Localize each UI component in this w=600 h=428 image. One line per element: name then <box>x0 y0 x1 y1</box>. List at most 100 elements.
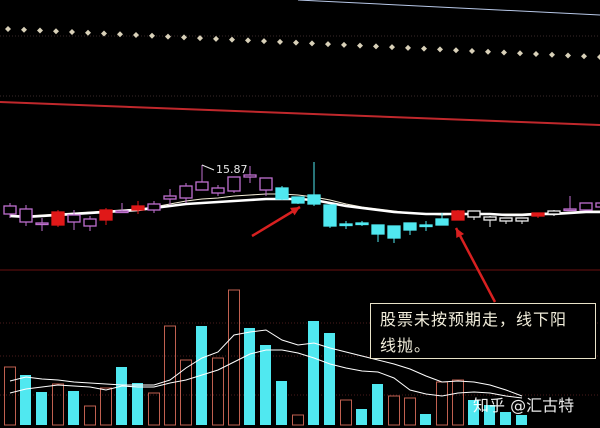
candle-body <box>387 225 401 239</box>
volume-bar <box>436 381 448 426</box>
candle-body <box>275 187 289 200</box>
red-arrow-left <box>251 205 301 238</box>
long-ma-dot <box>549 51 555 58</box>
candle-body <box>19 208 33 223</box>
volume-bar <box>500 412 511 425</box>
annotation-line-1: 股票未按预期走，线下阳 <box>380 310 568 329</box>
ma-line-short <box>9 197 600 219</box>
high-price-label: 15.87 <box>216 163 248 176</box>
candle-body <box>563 208 577 212</box>
candle-body <box>291 196 305 204</box>
volume-bar <box>372 384 383 425</box>
volume-bar <box>68 391 79 425</box>
volume-bar <box>276 381 287 425</box>
long-ma-dot <box>261 38 267 45</box>
long-ma-dot <box>85 29 91 36</box>
long-ma-dot <box>293 39 299 46</box>
candle-body <box>243 174 257 178</box>
candle-body <box>339 223 353 227</box>
long-ma-dot <box>133 32 139 39</box>
candle-body <box>579 202 593 211</box>
long-ma-dot <box>5 26 11 32</box>
long-ma-dot <box>277 38 283 45</box>
long-ma-dot <box>469 47 475 54</box>
volume-bar <box>84 405 96 426</box>
candle-body <box>531 212 545 217</box>
annotation-line-2: 线抛。 <box>380 336 432 355</box>
candle-body <box>499 217 513 222</box>
long-ma-dot <box>37 27 43 34</box>
long-ma-dot <box>421 45 427 52</box>
candle-body <box>211 187 225 194</box>
candle-body <box>483 216 497 221</box>
candle-body <box>179 185 193 199</box>
volume-bar <box>36 392 47 425</box>
volume-bar <box>132 383 143 425</box>
long-ma-dot <box>165 33 171 40</box>
volume-bar <box>20 375 31 425</box>
long-ma-dot <box>53 28 59 35</box>
candle-body <box>355 222 369 226</box>
long-ma-dot <box>213 35 219 42</box>
watermark: 知乎 @汇古特 <box>473 396 575 415</box>
volume-bar <box>100 387 112 426</box>
long-ma-dot <box>197 35 203 42</box>
candle-body <box>3 205 17 215</box>
long-ma-dot <box>485 48 491 55</box>
volume-bar <box>164 325 176 426</box>
candle-body <box>195 181 209 191</box>
volume-bar <box>468 400 479 425</box>
candle-body <box>323 204 337 227</box>
candle-body <box>147 203 161 211</box>
long-ma-dot <box>309 40 315 47</box>
long-ma-dot <box>101 30 107 37</box>
candle-body <box>131 205 145 211</box>
volume-bar <box>404 397 416 426</box>
long-ma-dot <box>517 50 523 57</box>
volume-bar <box>212 357 224 426</box>
volume-bar <box>356 409 367 425</box>
long-ma-dot <box>389 44 395 51</box>
candle-body <box>547 210 561 215</box>
long-ma-dot <box>437 46 443 53</box>
volume-bar <box>484 405 495 425</box>
long-ma-dot <box>501 49 507 56</box>
long-ma-dot <box>325 41 331 48</box>
volume-bar <box>516 415 527 425</box>
candle-body <box>83 218 97 227</box>
long-ma-dot <box>357 42 363 49</box>
volume-ma-line-2 <box>9 349 523 399</box>
long-ma-dot <box>69 29 75 36</box>
volume-ma-line-1 <box>9 329 523 397</box>
volume-bar <box>4 366 16 426</box>
long-ma-dot <box>229 36 235 43</box>
volume-bar <box>340 399 352 426</box>
long-ma-dot <box>149 32 155 39</box>
volume-bar <box>260 345 271 425</box>
candle-body <box>163 195 177 200</box>
candle-body <box>403 222 417 231</box>
volume-bar <box>292 414 304 426</box>
long-ma-dot <box>597 54 600 60</box>
annotation-box: 股票未按预期走，线下阳 线抛。 <box>370 303 596 359</box>
long-ma-dot <box>245 37 251 44</box>
long-ma-dot <box>565 52 571 59</box>
volume-bar <box>52 383 64 426</box>
volume-bar <box>244 328 255 425</box>
candle-body <box>419 224 433 228</box>
volume-bar <box>452 379 464 426</box>
volume-bar <box>228 289 240 426</box>
candle-body <box>307 194 321 205</box>
candle-body <box>99 209 113 221</box>
long-ma-dot <box>405 44 411 51</box>
red-arrow-right-head <box>456 228 465 238</box>
volume-bar <box>324 333 335 425</box>
long-ma-dot <box>533 50 539 57</box>
candle-body <box>467 210 481 218</box>
long-ma-dot <box>581 53 587 60</box>
volume-bar <box>180 359 192 426</box>
volume-bar <box>308 321 319 425</box>
candle-body <box>595 202 600 208</box>
volume-bar <box>116 367 127 425</box>
